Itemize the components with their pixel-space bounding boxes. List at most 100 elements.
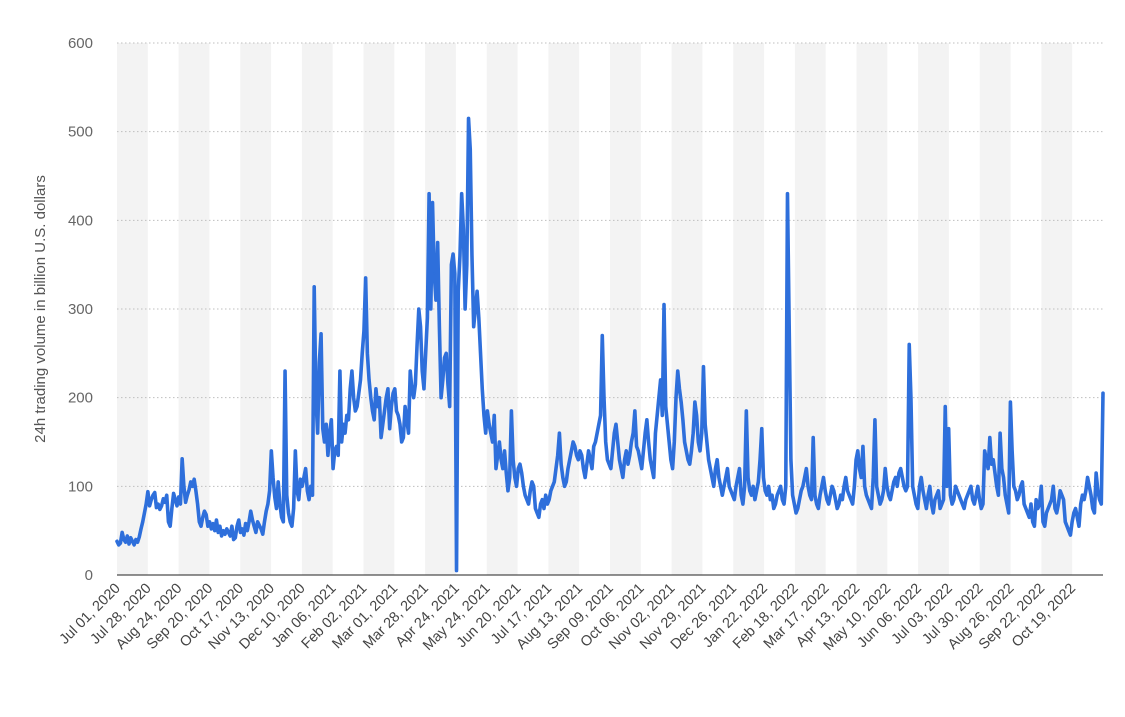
data-point xyxy=(409,369,412,373)
data-point xyxy=(270,449,273,453)
data-point xyxy=(306,489,309,492)
data-point xyxy=(875,485,878,488)
data-point xyxy=(884,467,887,470)
data-point xyxy=(762,476,765,479)
data-point xyxy=(578,449,582,453)
data-point xyxy=(1045,511,1048,515)
data-point xyxy=(765,494,769,497)
data-point xyxy=(120,531,124,534)
data-point xyxy=(520,471,523,475)
data-point xyxy=(129,536,132,539)
data-point xyxy=(453,272,457,275)
data-point xyxy=(354,409,357,413)
data-point xyxy=(748,489,751,492)
data-point xyxy=(1065,525,1069,528)
data-point xyxy=(806,485,810,488)
data-point xyxy=(763,489,767,492)
data-point xyxy=(345,414,348,417)
data-point xyxy=(633,409,637,413)
data-point xyxy=(463,307,467,311)
data-point xyxy=(1040,485,1043,488)
data-point xyxy=(561,476,565,479)
data-point xyxy=(925,507,928,510)
data-point xyxy=(563,485,566,488)
data-point xyxy=(986,467,990,470)
data-point xyxy=(1019,485,1022,488)
data-point xyxy=(361,352,364,355)
data-point xyxy=(722,485,726,488)
data-point xyxy=(1012,485,1016,488)
data-point xyxy=(739,494,743,497)
data-point xyxy=(155,506,158,509)
data-point xyxy=(1084,489,1088,492)
data-point xyxy=(674,396,678,399)
data-point xyxy=(469,148,472,151)
data-point xyxy=(1100,502,1103,506)
data-point xyxy=(664,405,667,408)
data-point xyxy=(402,436,405,439)
data-point xyxy=(191,485,194,488)
data-point xyxy=(1021,480,1024,484)
data-point xyxy=(156,502,160,506)
y-axis-title: 24h trading volume in billion U.S. dolla… xyxy=(32,175,49,443)
data-point xyxy=(510,409,513,413)
data-point xyxy=(745,409,748,413)
data-point xyxy=(683,440,686,444)
data-point xyxy=(1072,511,1076,515)
data-point xyxy=(789,458,793,461)
data-point xyxy=(942,498,945,501)
data-point xyxy=(246,529,249,532)
data-point xyxy=(1098,498,1101,501)
data-point xyxy=(364,276,367,280)
data-point xyxy=(688,462,691,466)
data-point xyxy=(890,489,894,492)
series-line xyxy=(115,116,1105,573)
data-point xyxy=(858,467,861,470)
data-point xyxy=(583,476,587,479)
data-point xyxy=(436,241,439,244)
data-point xyxy=(1089,494,1093,497)
data-point xyxy=(228,534,232,538)
data-point xyxy=(878,502,882,506)
data-point xyxy=(928,485,932,488)
data-point xyxy=(794,511,798,515)
data-point xyxy=(899,467,902,470)
data-point xyxy=(913,494,916,497)
data-point xyxy=(825,498,829,501)
data-point xyxy=(177,495,180,499)
data-point xyxy=(690,449,693,453)
data-point xyxy=(165,494,168,497)
data-point xyxy=(1028,516,1031,519)
data-point xyxy=(949,494,952,497)
data-point xyxy=(264,509,268,513)
data-point xyxy=(487,423,491,426)
data-point xyxy=(515,485,518,488)
data-point xyxy=(702,365,705,368)
data-point xyxy=(287,511,290,515)
data-point xyxy=(743,485,746,488)
data-point xyxy=(218,525,222,528)
data-point xyxy=(920,476,923,479)
data-point xyxy=(657,396,661,399)
data-point xyxy=(554,467,558,470)
data-point xyxy=(621,476,625,479)
data-point xyxy=(638,458,642,461)
data-point xyxy=(602,396,606,399)
data-point xyxy=(993,471,997,475)
data-point xyxy=(932,511,935,515)
data-point xyxy=(848,494,851,497)
data-point xyxy=(590,467,594,470)
data-point xyxy=(909,396,913,399)
data-point xyxy=(565,480,568,484)
data-point xyxy=(908,343,911,346)
data-point xyxy=(242,533,246,537)
data-point xyxy=(431,201,434,204)
data-point xyxy=(1043,525,1046,528)
data-point xyxy=(546,502,549,506)
data-point xyxy=(127,542,131,546)
data-point xyxy=(203,509,206,513)
data-point xyxy=(230,525,234,528)
data-point xyxy=(793,502,796,506)
data-point xyxy=(587,449,590,453)
